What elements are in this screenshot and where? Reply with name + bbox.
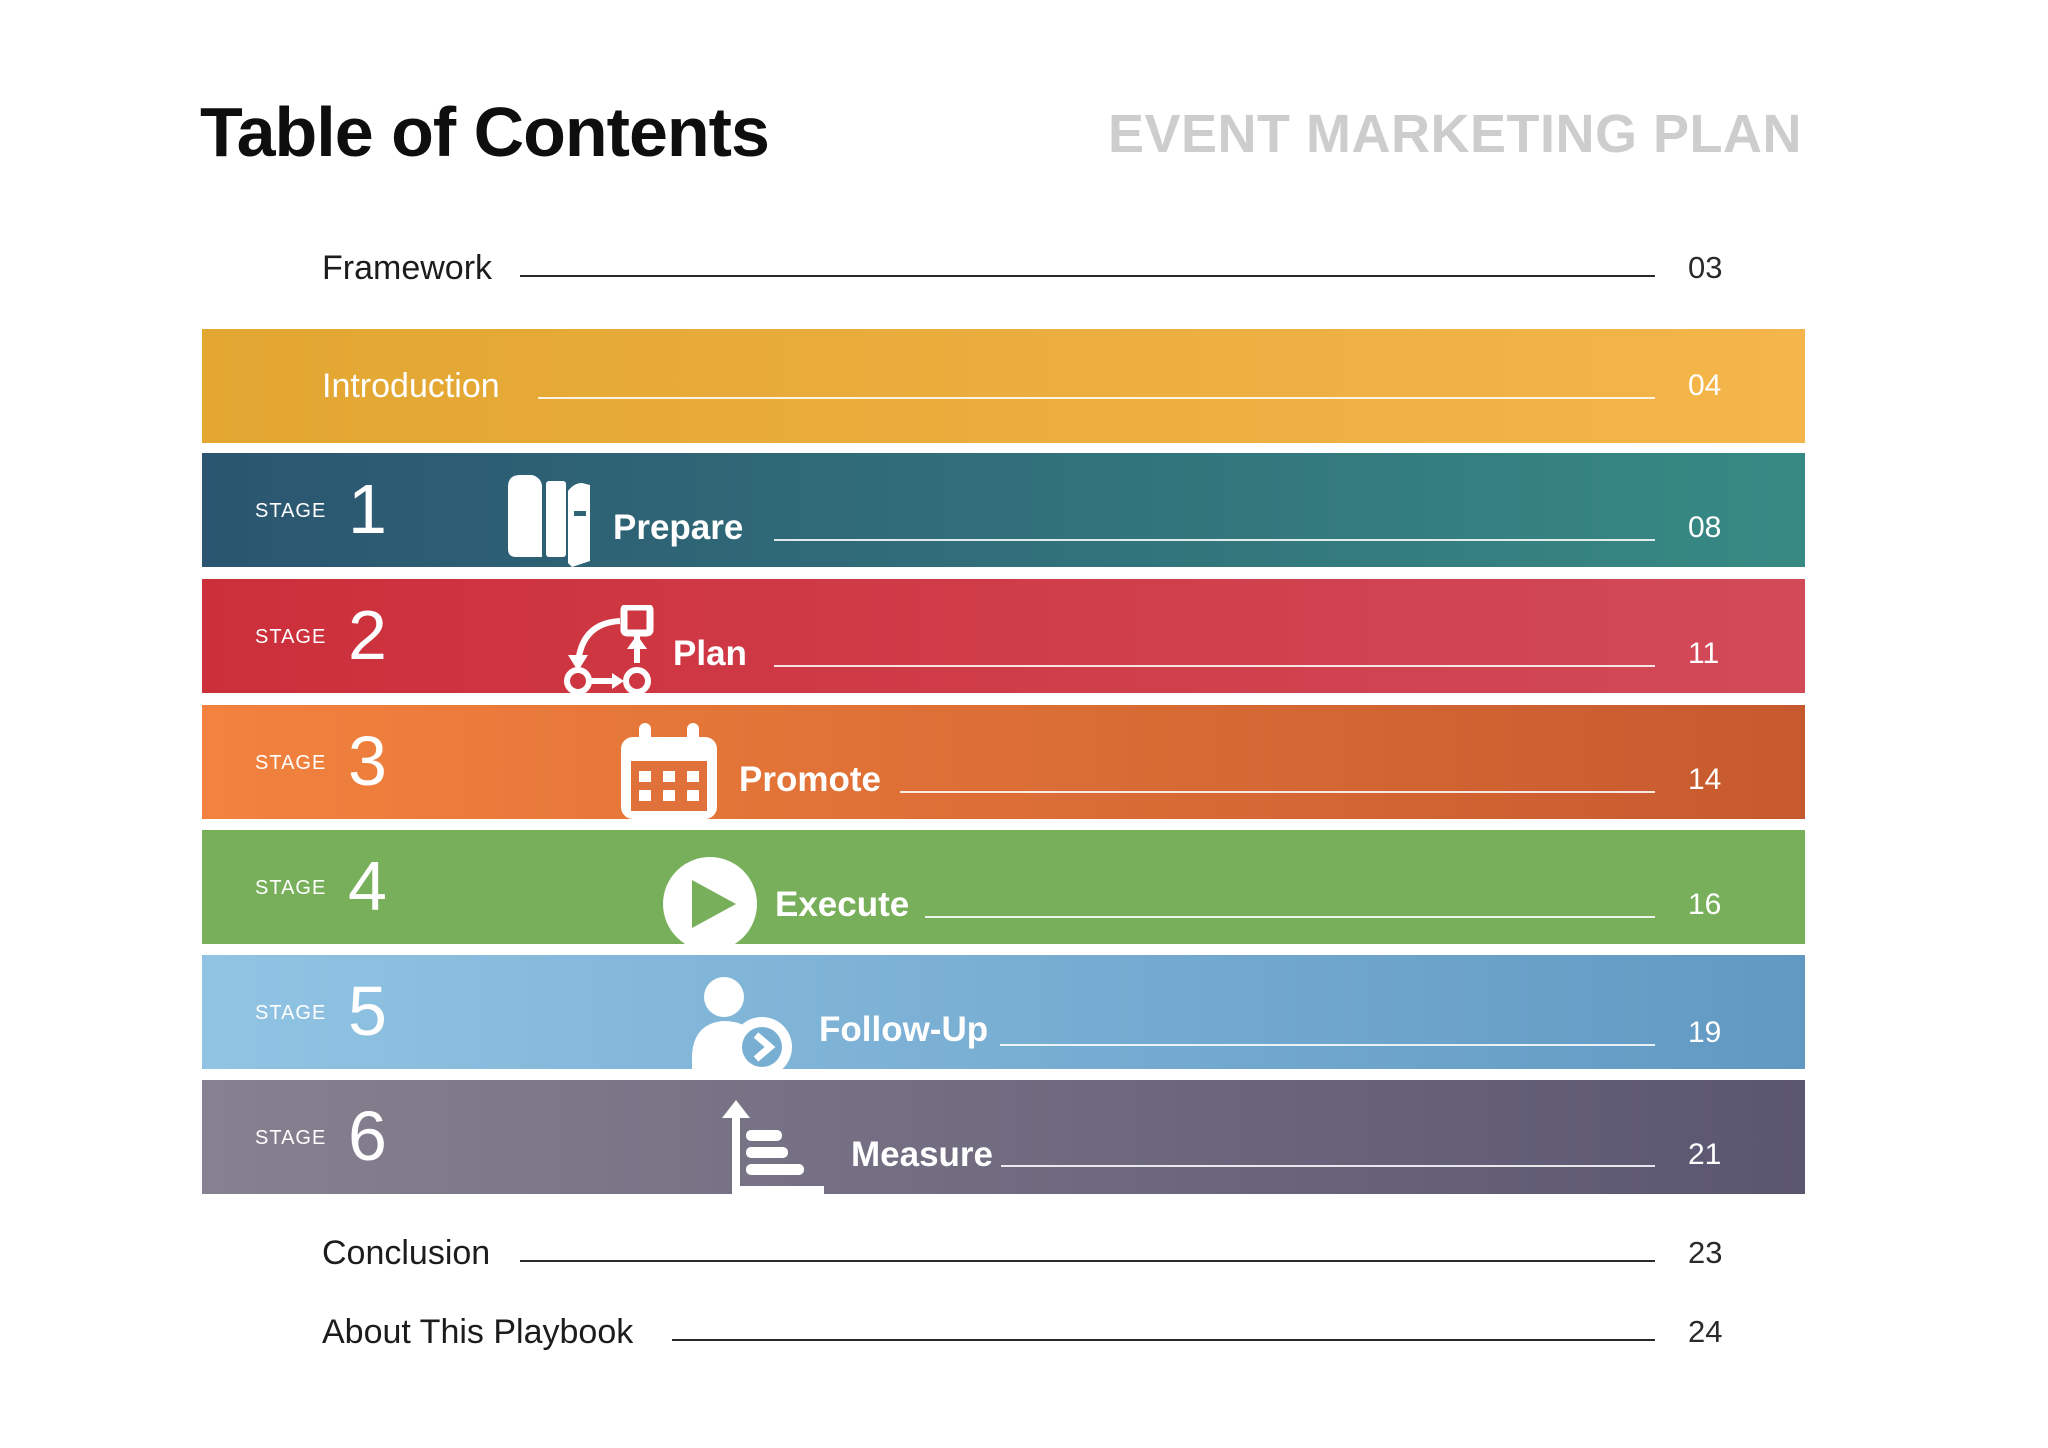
stage-name: Follow-Up: [819, 1010, 989, 1049]
toc-row-stage-1[interactable]: STAGE 1 Prepare 08: [202, 453, 1805, 567]
leader-line: [520, 1260, 1655, 1262]
user-followup-icon: [692, 977, 792, 1069]
stage-name: Execute: [775, 885, 910, 924]
stage-label: STAGE: [255, 877, 327, 899]
calendar-icon: [621, 723, 717, 819]
page-number: 21: [1688, 1138, 1722, 1171]
books-icon: [508, 475, 590, 567]
page-title: Table of Contents: [200, 93, 770, 171]
page-number: 11: [1688, 637, 1720, 670]
leader-line: [520, 275, 1655, 277]
play-icon: [663, 857, 757, 944]
page-number: 08: [1688, 511, 1722, 544]
stage-label: STAGE: [255, 500, 327, 522]
document-subtitle: EVENT MARKETING PLAN: [1107, 104, 1802, 164]
toc-row-conclusion[interactable]: Conclusion 23: [202, 1218, 1805, 1288]
workflow-icon: [564, 605, 654, 693]
page-number: 14: [1688, 763, 1722, 796]
stage-label: STAGE: [255, 1002, 327, 1024]
toc-row-about[interactable]: About This Playbook 24: [202, 1297, 1805, 1367]
toc-row-stage-3[interactable]: STAGE 3 Promote 14: [202, 705, 1805, 819]
leader-line: [774, 539, 1655, 541]
stage-number: 4: [348, 847, 387, 925]
toc-label: Framework: [322, 249, 493, 287]
toc-label: Conclusion: [322, 1234, 491, 1272]
page-number: 23: [1688, 1235, 1723, 1270]
stage-name: Measure: [851, 1135, 994, 1174]
page-number: 24: [1688, 1314, 1723, 1349]
stage-label: STAGE: [255, 1127, 327, 1149]
stage-name: Promote: [739, 760, 881, 799]
toc-label: About This Playbook: [322, 1313, 634, 1351]
stage-label: STAGE: [255, 752, 327, 774]
leader-line: [538, 397, 1655, 399]
toc-row-stage-2[interactable]: STAGE 2 Plan 11: [202, 579, 1805, 693]
page-number: 04: [1688, 369, 1722, 402]
page-number: 19: [1688, 1016, 1722, 1049]
toc-row-stage-6[interactable]: STAGE 6 Measure 21: [202, 1080, 1805, 1194]
stage-number: 2: [348, 596, 387, 674]
stage-number: 3: [348, 722, 387, 800]
leader-line: [1000, 1044, 1655, 1046]
toc-row-introduction[interactable]: Introduction 04: [202, 329, 1805, 443]
stage-number: 1: [348, 470, 387, 548]
leader-line: [900, 791, 1655, 793]
stage-name: Plan: [673, 634, 747, 673]
stage-name: Prepare: [613, 508, 744, 547]
stage-number: 6: [348, 1097, 387, 1175]
toc-row-framework[interactable]: Framework 03: [202, 233, 1805, 303]
stage-number: 5: [348, 972, 387, 1050]
toc-row-stage-5[interactable]: STAGE 5 Follow-Up 19: [202, 955, 1805, 1069]
toc-label: Introduction: [322, 367, 500, 405]
leader-line: [774, 665, 1655, 667]
leader-line: [672, 1339, 1655, 1341]
page-number: 16: [1688, 888, 1722, 921]
toc-row-stage-4[interactable]: STAGE 4 Execute 16: [202, 830, 1805, 944]
stage-label: STAGE: [255, 626, 327, 648]
bar-chart-icon: [722, 1100, 824, 1194]
leader-line: [1001, 1165, 1655, 1167]
page-number: 03: [1688, 250, 1723, 285]
leader-line: [925, 916, 1655, 918]
